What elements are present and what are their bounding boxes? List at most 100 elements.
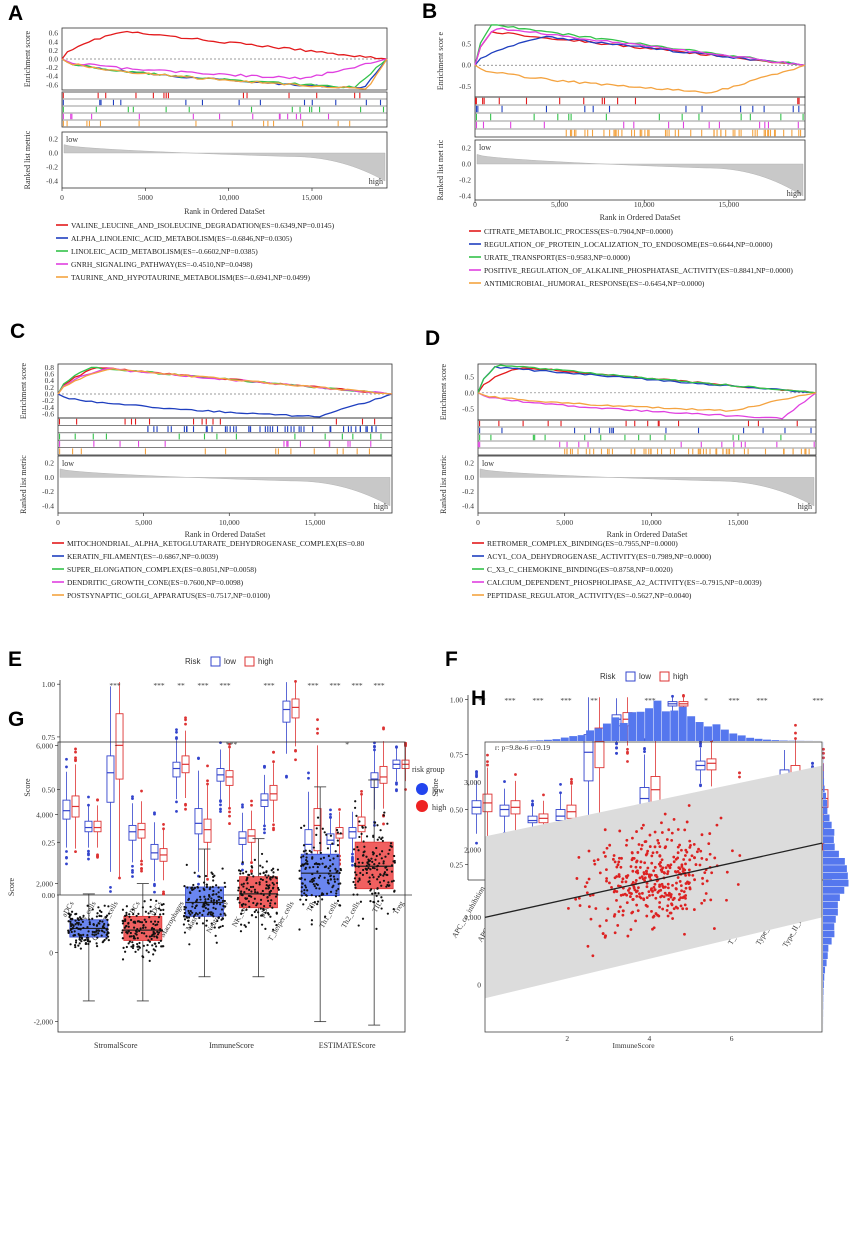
jitter-point [264, 911, 267, 914]
scatter-point [625, 843, 628, 847]
scatter-point [698, 863, 702, 867]
jitter-point [121, 922, 125, 925]
jitter-point [352, 848, 356, 851]
jitter-point [91, 933, 94, 936]
significance-marker: *** [532, 696, 544, 705]
scatter-point [725, 870, 729, 874]
jitter-point [73, 930, 76, 933]
outlier-point [162, 827, 165, 831]
x-axis-title-H: ImmuneScore [612, 1041, 655, 1050]
x-tick-label-C: 5,000 [135, 518, 152, 527]
jitter-point [183, 885, 186, 888]
legend-label-D-green: C_X3_C_CHEMOKINE_BINDING(ES=0.8758,NP=0.… [487, 565, 673, 574]
jitter-point [323, 876, 326, 879]
jitter-point [332, 857, 335, 860]
jitter-point [361, 861, 364, 864]
jitter-point [367, 866, 370, 870]
jitter-point [265, 871, 268, 874]
jitter-point [217, 891, 220, 894]
scatter-point [703, 899, 706, 902]
jitter-point [368, 876, 371, 879]
jitter-point [300, 890, 303, 893]
outlier-point [263, 824, 266, 828]
box-high-Parainflammation [706, 758, 717, 771]
jitter-point [129, 918, 133, 922]
scatter-point [631, 836, 634, 840]
jitter-point [357, 861, 361, 864]
scatter-point [637, 843, 641, 846]
jitter-point [271, 906, 274, 909]
jitter-point [277, 886, 280, 890]
es-curve-A-red [61, 30, 388, 60]
jitter-point [316, 865, 319, 869]
jitter-point [372, 834, 375, 837]
jitter-point [140, 931, 143, 935]
outlier-point [811, 762, 814, 765]
jitter-point [304, 862, 307, 865]
jitter-point [253, 888, 257, 891]
outlier-point [74, 747, 77, 751]
jitter-point [91, 930, 94, 933]
jitter-point [362, 851, 365, 854]
scatter-point [574, 897, 578, 901]
x-histogram-bar [586, 730, 595, 741]
box-low-CCR [527, 815, 538, 824]
scatter-point [631, 897, 635, 901]
jitter-point [336, 831, 339, 834]
jitter-point [390, 880, 394, 883]
outlier-point [184, 718, 187, 722]
jitter-point [107, 939, 110, 942]
scatter-point [632, 857, 636, 860]
jitter-point [383, 871, 387, 874]
jitter-point [387, 852, 390, 855]
y-tick-label-G: 6,000 [36, 741, 53, 750]
jitter-point [182, 923, 185, 926]
outlier-point [395, 782, 398, 786]
jitter-point [212, 902, 215, 906]
outlier-point [626, 760, 629, 763]
jitter-point [300, 894, 303, 897]
jitter-point [83, 939, 86, 942]
jitter-point [138, 941, 141, 945]
y-histogram-bar [823, 763, 824, 771]
x-histogram-bar [653, 700, 662, 741]
jitter-point [272, 875, 275, 878]
jitter-point [239, 872, 242, 875]
jitter-point [264, 887, 268, 890]
rank-tick-B: 0.0 [462, 160, 472, 169]
jitter-point [252, 875, 255, 878]
jitter-point [333, 880, 337, 883]
scatter-point [616, 863, 620, 867]
jitter-point [97, 906, 100, 909]
jitter-point [310, 894, 313, 897]
scatter-point [693, 878, 696, 882]
scatter-point [666, 904, 670, 908]
jitter-point [206, 913, 209, 916]
jitter-point [261, 914, 264, 917]
scatter-point [704, 892, 708, 895]
outlier-point [272, 760, 275, 764]
jitter-point [363, 845, 366, 848]
jitter-point [336, 899, 340, 902]
jitter-point [144, 910, 147, 913]
significance-marker: *** [109, 681, 121, 690]
outlier-point [65, 765, 68, 769]
jitter-point [380, 850, 384, 853]
scatter-point [701, 882, 705, 886]
jitter-point [209, 913, 212, 916]
jitter-point [209, 886, 212, 889]
outlier-point [96, 798, 99, 802]
scatter-point [675, 881, 678, 885]
jitter-point [145, 935, 148, 938]
scatter-point [634, 919, 637, 923]
y-tick-label-G: 4,000 [36, 811, 53, 820]
jitter-point [105, 937, 108, 940]
outlier-point [794, 731, 797, 735]
jitter-point [270, 899, 273, 902]
rank-tick-D: -0.2 [462, 487, 474, 496]
tag-frame-D [477, 419, 817, 456]
scatter-point [676, 851, 680, 855]
jitter-point [365, 855, 368, 858]
jitter-point [187, 897, 191, 900]
jitter-point [189, 910, 192, 913]
